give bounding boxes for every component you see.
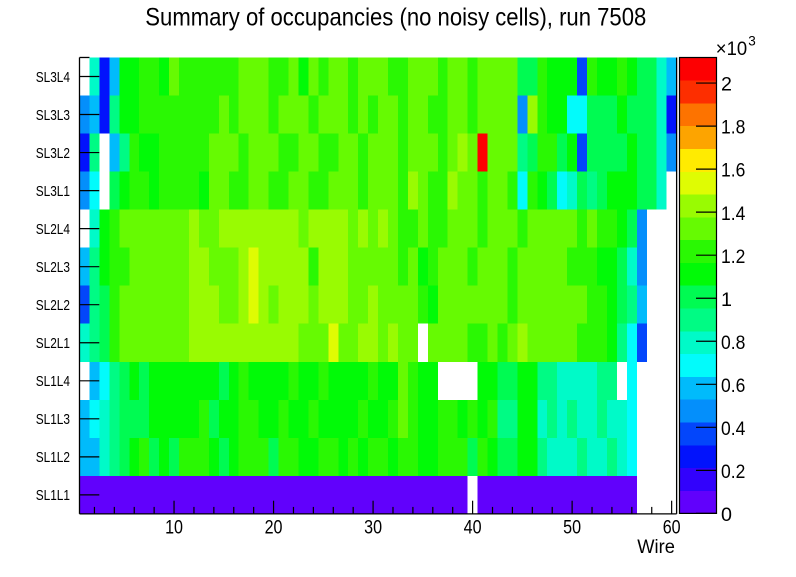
svg-text:60: 60 <box>663 517 681 539</box>
svg-text:SL2L2: SL2L2 <box>36 298 70 314</box>
svg-text:2: 2 <box>721 74 732 96</box>
svg-text:SL3L3: SL3L3 <box>36 108 70 124</box>
svg-text:0.2: 0.2 <box>721 461 745 483</box>
svg-text:50: 50 <box>563 517 581 539</box>
svg-text:1.2: 1.2 <box>721 246 745 268</box>
svg-text:1.4: 1.4 <box>721 203 745 225</box>
svg-text:×10: ×10 <box>716 39 747 60</box>
svg-text:SL1L4: SL1L4 <box>36 374 70 390</box>
svg-text:10: 10 <box>165 517 183 539</box>
svg-text:20: 20 <box>265 517 283 539</box>
svg-text:1.8: 1.8 <box>721 117 745 139</box>
svg-text:30: 30 <box>364 517 382 539</box>
svg-text:0: 0 <box>721 504 732 526</box>
svg-text:SL1L1: SL1L1 <box>36 488 70 504</box>
svg-text:0.4: 0.4 <box>721 418 745 440</box>
svg-text:1.6: 1.6 <box>721 160 745 182</box>
svg-text:SL2L3: SL2L3 <box>36 260 70 276</box>
svg-text:SL1L2: SL1L2 <box>36 450 70 466</box>
svg-text:1: 1 <box>721 289 732 311</box>
svg-text:SL2L4: SL2L4 <box>36 222 70 238</box>
svg-text:SL3L1: SL3L1 <box>36 184 70 200</box>
svg-text:SL1L3: SL1L3 <box>36 412 70 428</box>
svg-text:Wire: Wire <box>637 537 675 558</box>
svg-text:Summary of occupancies (no noi: Summary of occupancies (no noisy cells),… <box>145 4 646 31</box>
svg-text:40: 40 <box>464 517 482 539</box>
svg-text:0.8: 0.8 <box>721 332 745 354</box>
svg-text:SL3L4: SL3L4 <box>36 70 70 86</box>
svg-text:SL3L2: SL3L2 <box>36 146 70 162</box>
svg-text:3: 3 <box>748 33 756 48</box>
svg-text:0.6: 0.6 <box>721 375 745 397</box>
svg-text:SL2L1: SL2L1 <box>36 336 70 352</box>
